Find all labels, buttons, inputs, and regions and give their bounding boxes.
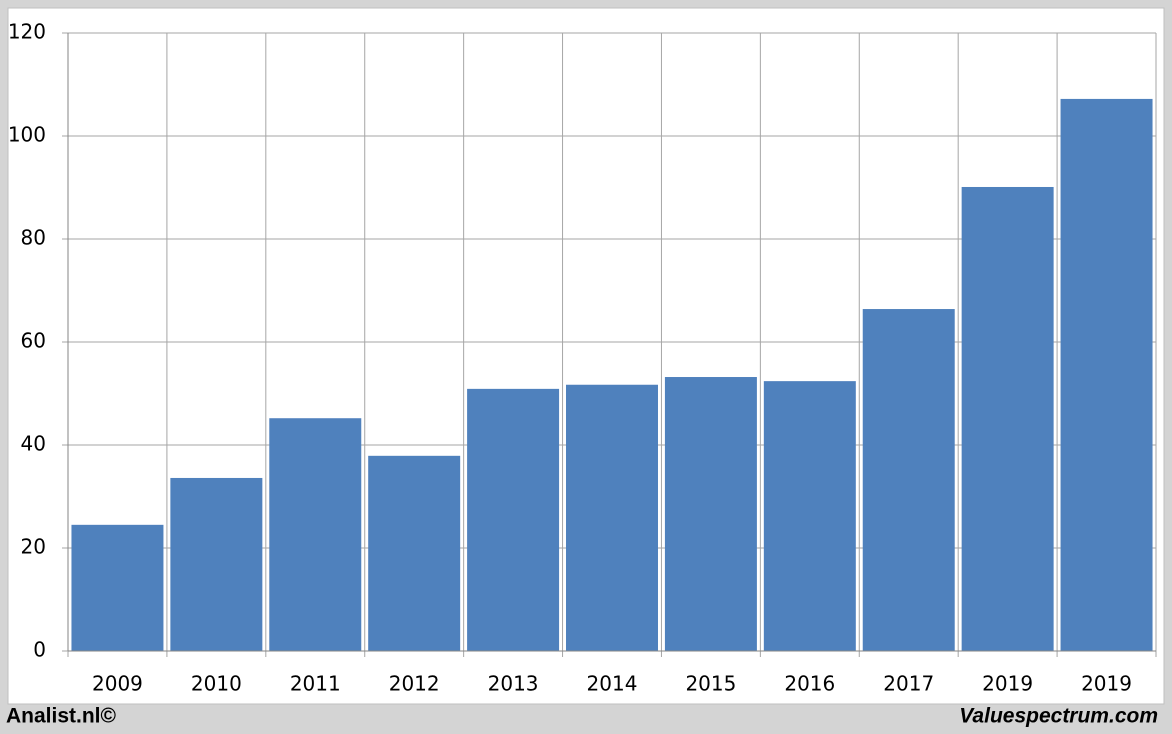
y-tick-label: 120	[8, 20, 46, 44]
bar	[368, 455, 461, 651]
x-tick-label: 2019	[1081, 672, 1132, 696]
y-tick-label: 40	[21, 432, 46, 456]
y-tick-label: 60	[21, 329, 46, 353]
x-tick-label: 2012	[389, 672, 440, 696]
x-tick-label: 2015	[685, 672, 736, 696]
x-tick-label: 2013	[488, 672, 539, 696]
bar	[269, 418, 362, 651]
x-tick-label: 2019	[982, 672, 1033, 696]
y-tick-label: 20	[21, 535, 46, 559]
footer-right: Valuespectrum.com	[959, 705, 1158, 728]
y-tick-label: 80	[21, 226, 46, 250]
bar	[71, 524, 164, 651]
bar	[1060, 98, 1153, 652]
bar	[862, 309, 955, 651]
x-tick-label: 2010	[191, 672, 242, 696]
x-tick-label: 2009	[92, 672, 143, 696]
y-tick-label: 100	[8, 123, 46, 147]
bar	[467, 388, 560, 651]
x-tick-label: 2011	[290, 672, 341, 696]
bar	[763, 381, 856, 651]
bar	[961, 186, 1054, 652]
y-tick-label: 0	[33, 638, 46, 662]
x-tick-label: 2016	[784, 672, 835, 696]
bar	[566, 384, 658, 651]
x-tick-label: 2014	[587, 672, 638, 696]
bar	[664, 377, 757, 651]
bar	[170, 477, 263, 651]
footer-left: Analist.nl©	[6, 705, 117, 728]
x-tick-label: 2017	[883, 672, 934, 696]
